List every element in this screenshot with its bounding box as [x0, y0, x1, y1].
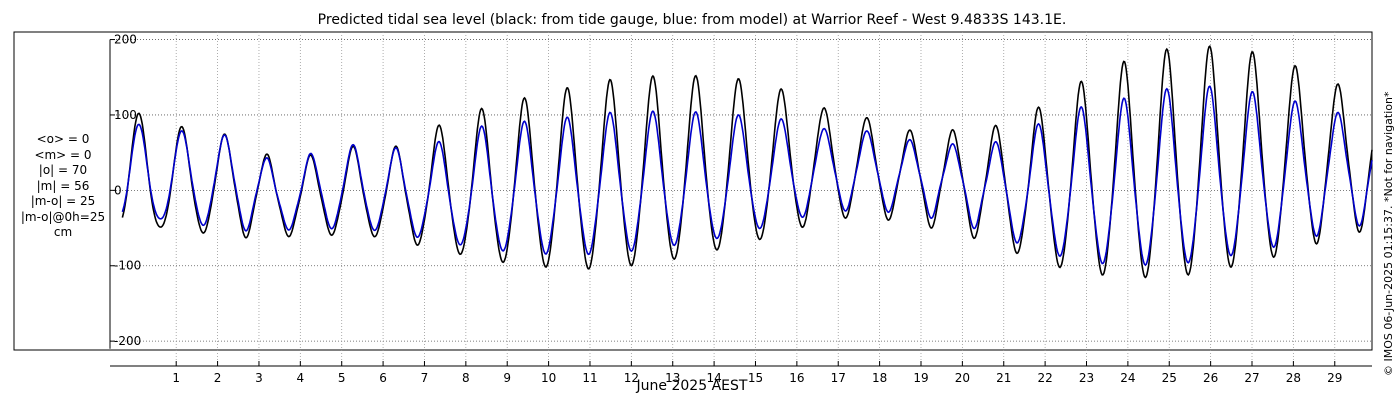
x-tick-label: 2 [214, 371, 222, 385]
x-tick-label: 15 [748, 371, 763, 385]
x-tick-label: 5 [338, 371, 346, 385]
grid-lines [110, 32, 1372, 366]
stat-abs-diff-0h: |m-o|@0h=25 [20, 209, 106, 224]
stat-abs-model: |m| = 56 [36, 178, 90, 193]
stats-panel: <o> = 0 <m> = 0 |o| = 70 |m| = 56 |m-o| … [14, 132, 112, 241]
y-tick-label: 200 [114, 33, 137, 47]
x-tick-label: 6 [379, 371, 387, 385]
x-tick-label: 17 [831, 371, 846, 385]
series-lines [121, 44, 1373, 279]
x-tick-label: 29 [1327, 371, 1342, 385]
x-axis-label: June 2025 AEST [636, 378, 748, 394]
y-tick-label: -100 [114, 259, 141, 273]
x-tick-label: 11 [582, 371, 597, 385]
x-tick-label: 12 [624, 371, 639, 385]
x-tick-label: 26 [1203, 371, 1218, 385]
stat-abs-obs: |o| = 70 [38, 163, 88, 177]
x-tick-label: 9 [503, 371, 511, 385]
x-tick-label: 8 [462, 371, 470, 385]
x-tick-label: 28 [1286, 371, 1301, 385]
x-tick-label: 10 [541, 371, 556, 385]
x-tick-label: 18 [872, 371, 887, 385]
x-tick-label: 7 [421, 371, 429, 385]
x-tick-label: 1 [172, 371, 180, 385]
stat-mean-obs: <o> = 0 [36, 132, 90, 146]
y-axis-ticks: 200 100 0 -100 -200 [109, 33, 141, 349]
x-tick-label: 19 [913, 371, 928, 385]
x-tick-label: 25 [1162, 371, 1177, 385]
stat-abs-diff: |m-o| = 25 [30, 194, 96, 208]
x-tick-label: 27 [1244, 371, 1259, 385]
y-tick-label: -200 [114, 334, 141, 348]
x-tick-label: 20 [955, 371, 970, 385]
outer-frame [13, 31, 1373, 351]
x-tick-label: 23 [1079, 371, 1094, 385]
chart-title: Predicted tidal sea level (black: from t… [318, 12, 1067, 28]
x-tick-label: 22 [1037, 371, 1052, 385]
x-tick-label: 13 [665, 371, 680, 385]
series-line-tide-gauge [121, 44, 1373, 279]
copyright-credit: © IMOS 06-Jun-2025 01:15:37. *Not for na… [1382, 91, 1395, 376]
x-axis-ticks: 1 2 3 4 5 6 7 8 9 10 11 12 13 14 15 16 17 18 19 20 21 22 23 24 2… [172, 361, 1342, 385]
x-tick-label: 16 [789, 371, 804, 385]
x-tick-label: 14 [706, 371, 721, 385]
y-tick-label: 0 [114, 183, 122, 197]
x-tick-label: 21 [996, 371, 1011, 385]
x-tick-label: 3 [255, 371, 263, 385]
series-line-model [121, 85, 1373, 267]
y-tick-label: 100 [114, 108, 137, 122]
stat-mean-model: <m> = 0 [34, 147, 92, 162]
stat-unit: cm [53, 225, 73, 239]
x-tick-label: 24 [1120, 371, 1135, 385]
x-tick-label: 4 [297, 371, 305, 385]
